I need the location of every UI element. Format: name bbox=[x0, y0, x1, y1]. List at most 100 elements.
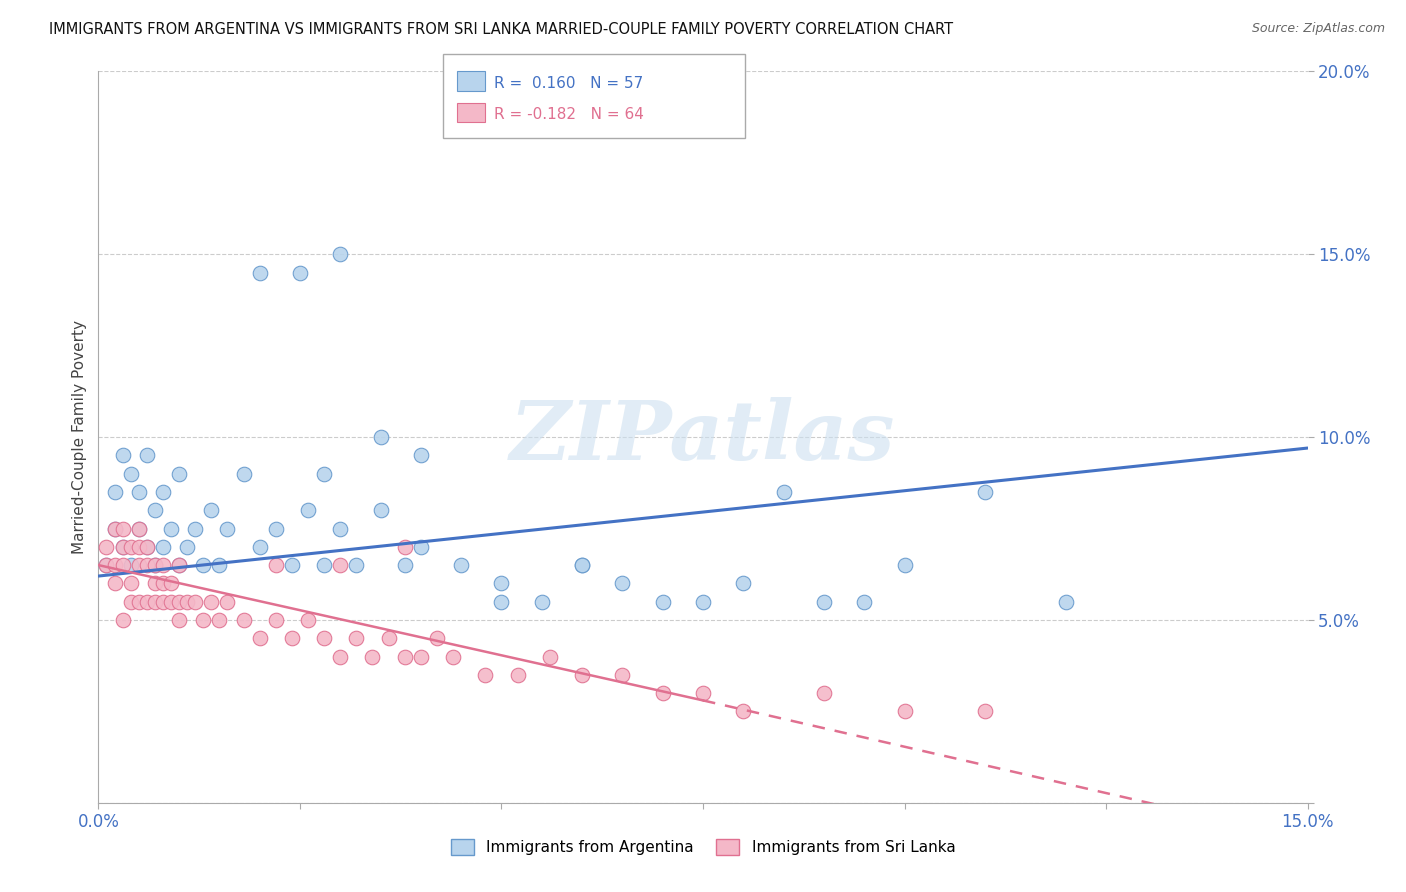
Point bbox=[128, 485, 150, 500]
Point bbox=[200, 503, 222, 517]
Point bbox=[281, 632, 304, 646]
Point bbox=[314, 467, 336, 481]
Point bbox=[426, 632, 449, 646]
Text: IMMIGRANTS FROM ARGENTINA VS IMMIGRANTS FROM SRI LANKA MARRIED-COUPLE FAMILY POV: IMMIGRANTS FROM ARGENTINA VS IMMIGRANTS … bbox=[49, 22, 953, 37]
Point bbox=[120, 540, 142, 554]
Point bbox=[176, 594, 198, 608]
Point bbox=[772, 485, 794, 500]
Point bbox=[128, 540, 150, 554]
Point bbox=[377, 632, 399, 646]
Point bbox=[143, 558, 166, 573]
Point bbox=[264, 613, 287, 627]
Point bbox=[329, 247, 352, 261]
Point bbox=[135, 540, 157, 554]
Point bbox=[264, 558, 287, 573]
Point bbox=[111, 540, 134, 554]
Point bbox=[249, 266, 271, 280]
Point bbox=[538, 649, 561, 664]
Point bbox=[143, 576, 166, 591]
Point bbox=[329, 521, 352, 535]
Point bbox=[135, 594, 157, 608]
Point bbox=[184, 594, 207, 608]
Point bbox=[208, 558, 231, 573]
Point bbox=[167, 613, 190, 627]
Point bbox=[297, 613, 319, 627]
Text: R = -0.182   N = 64: R = -0.182 N = 64 bbox=[494, 107, 644, 122]
Point bbox=[813, 686, 835, 700]
Point bbox=[128, 521, 150, 535]
Point bbox=[217, 594, 239, 608]
Legend: Immigrants from Argentina, Immigrants from Sri Lanka: Immigrants from Argentina, Immigrants fr… bbox=[444, 833, 962, 861]
Point bbox=[103, 521, 125, 535]
Point bbox=[135, 540, 157, 554]
Y-axis label: Married-Couple Family Poverty: Married-Couple Family Poverty bbox=[72, 320, 87, 554]
Point bbox=[409, 649, 432, 664]
Point bbox=[651, 594, 673, 608]
Point bbox=[314, 632, 336, 646]
Point bbox=[370, 430, 392, 444]
Point bbox=[394, 558, 416, 573]
Point bbox=[96, 558, 118, 573]
Point bbox=[974, 485, 997, 500]
Point bbox=[111, 448, 134, 462]
Point bbox=[394, 649, 416, 664]
Point bbox=[160, 521, 183, 535]
Point bbox=[167, 467, 190, 481]
Point bbox=[329, 558, 352, 573]
Point bbox=[128, 521, 150, 535]
Point bbox=[143, 558, 166, 573]
Point bbox=[232, 467, 254, 481]
Point bbox=[96, 558, 118, 573]
Point bbox=[571, 558, 593, 573]
Point bbox=[571, 558, 593, 573]
Point bbox=[208, 613, 231, 627]
Point bbox=[193, 558, 215, 573]
Point bbox=[152, 594, 174, 608]
Point bbox=[167, 558, 190, 573]
Point bbox=[394, 540, 416, 554]
Point bbox=[249, 540, 271, 554]
Point bbox=[176, 540, 198, 554]
Point bbox=[813, 594, 835, 608]
Point bbox=[288, 266, 311, 280]
Point bbox=[152, 576, 174, 591]
Point bbox=[193, 613, 215, 627]
Point bbox=[120, 467, 142, 481]
Point bbox=[612, 667, 634, 681]
Point bbox=[281, 558, 304, 573]
Point bbox=[160, 576, 183, 591]
Point bbox=[167, 558, 190, 573]
Point bbox=[297, 503, 319, 517]
Point bbox=[128, 594, 150, 608]
Point bbox=[491, 576, 513, 591]
Point bbox=[217, 521, 239, 535]
Point bbox=[111, 613, 134, 627]
Point bbox=[232, 613, 254, 627]
Point bbox=[692, 686, 714, 700]
Point bbox=[692, 594, 714, 608]
Point bbox=[143, 594, 166, 608]
Point bbox=[120, 576, 142, 591]
Point bbox=[530, 594, 553, 608]
Point bbox=[143, 503, 166, 517]
Point bbox=[409, 540, 432, 554]
Text: R =  0.160   N = 57: R = 0.160 N = 57 bbox=[494, 76, 643, 91]
Point bbox=[441, 649, 464, 664]
Point bbox=[152, 540, 174, 554]
Point bbox=[135, 448, 157, 462]
Point bbox=[314, 558, 336, 573]
Point bbox=[651, 686, 673, 700]
Point bbox=[120, 558, 142, 573]
Point bbox=[361, 649, 384, 664]
Point bbox=[111, 558, 134, 573]
Point bbox=[111, 540, 134, 554]
Point bbox=[893, 558, 915, 573]
Point bbox=[409, 448, 432, 462]
Point bbox=[167, 594, 190, 608]
Point bbox=[450, 558, 472, 573]
Point bbox=[474, 667, 496, 681]
Point bbox=[103, 521, 125, 535]
Point bbox=[103, 558, 125, 573]
Point bbox=[491, 594, 513, 608]
Point bbox=[135, 558, 157, 573]
